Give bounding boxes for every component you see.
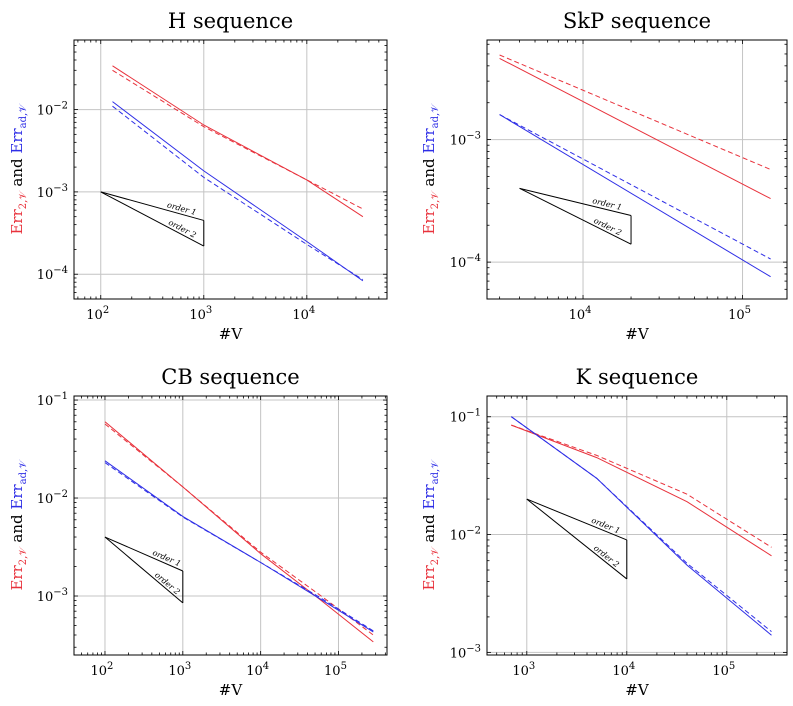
x-axis-label: #V (625, 325, 650, 343)
x-tick-label: 104 (292, 305, 315, 323)
series-line-errad-dashed (511, 416, 772, 632)
y-axis-label: Err2,𝒱 and Errad,𝒱 (8, 103, 29, 235)
series-line-errad-solid (499, 114, 771, 278)
order-1-label: order 1 (590, 516, 621, 536)
order-2-label: order 2 (592, 544, 621, 570)
order-2-line (100, 191, 205, 247)
series-line-err2-dashed (511, 424, 772, 548)
x-tick-label: 105 (712, 661, 735, 679)
chart-title: SkP sequence (563, 9, 711, 33)
order-2-line (104, 536, 184, 604)
series-line-err2-solid (104, 421, 374, 643)
order-1-line (526, 498, 627, 541)
y-tick-label: 10−1 (450, 408, 481, 426)
x-tick-label: 102 (86, 305, 109, 323)
order-2-label: order 2 (153, 570, 182, 596)
y-tick-label: 10−2 (450, 526, 481, 544)
y-tick-label: 10−3 (450, 131, 481, 149)
series-line-err2-solid (499, 57, 771, 200)
y-tick-label: 10−3 (37, 183, 68, 201)
x-tick-label: 104 (246, 661, 269, 679)
y-tick-label: 10−3 (37, 587, 68, 605)
chart-title: CB sequence (161, 365, 300, 389)
y-axis-label: Err2,𝒱 and Errad,𝒱 (420, 459, 441, 591)
order-2-line (526, 498, 628, 580)
x-tick-label: 104 (569, 305, 592, 323)
chart-title: K sequence (576, 365, 699, 389)
x-tick-label: 102 (91, 661, 114, 679)
y-tick-label: 10−4 (450, 253, 481, 271)
order-1-line (100, 191, 204, 221)
order-1-label: order 1 (151, 548, 182, 568)
x-tick-label: 103 (168, 661, 191, 679)
y-tick-label: 10−4 (37, 265, 68, 283)
plot-frame (486, 395, 788, 656)
series-line-errad-dashed (112, 105, 364, 281)
x-tick-label: 103 (189, 305, 212, 323)
x-axis-label: #V (219, 325, 244, 343)
y-tick-label: 10−2 (37, 489, 68, 507)
series-line-errad-dashed (104, 462, 374, 632)
series-line-errad-solid (511, 416, 772, 636)
chart-panel-4: order 1 order 2 103 104 105 10−3 10−2 10−1 K seq… (420, 365, 788, 699)
x-tick-label: 105 (324, 661, 347, 679)
order-1-line (104, 536, 184, 572)
series-line-err2-dashed (499, 54, 771, 170)
series-line-errad-dashed (499, 114, 771, 260)
series-line-err2-solid (511, 424, 772, 557)
x-tick-label: 104 (612, 661, 635, 679)
x-tick-label: 105 (728, 305, 751, 323)
x-tick-label: 103 (512, 661, 535, 679)
x-axis-label: #V (219, 681, 244, 699)
y-tick-label: 10−2 (37, 101, 68, 119)
y-tick-label: 10−1 (37, 391, 68, 409)
series-line-err2-dashed (112, 69, 364, 210)
x-axis-label: #V (625, 681, 650, 699)
plot-frame (486, 39, 788, 300)
series-line-err2-solid (112, 65, 364, 218)
plot-frame (73, 39, 388, 300)
order-1-line (519, 187, 632, 217)
order-2-line (519, 187, 632, 245)
y-axis-label: Err2,𝒱 and Errad,𝒱 (420, 103, 441, 235)
series-line-errad-solid (104, 460, 374, 633)
y-tick-label: 10−3 (450, 643, 481, 661)
series-line-errad-solid (112, 101, 364, 282)
y-axis-label: Err2,𝒱 and Errad,𝒱 (8, 459, 29, 591)
plot-frame (73, 395, 388, 656)
chart-title: H sequence (168, 9, 293, 33)
